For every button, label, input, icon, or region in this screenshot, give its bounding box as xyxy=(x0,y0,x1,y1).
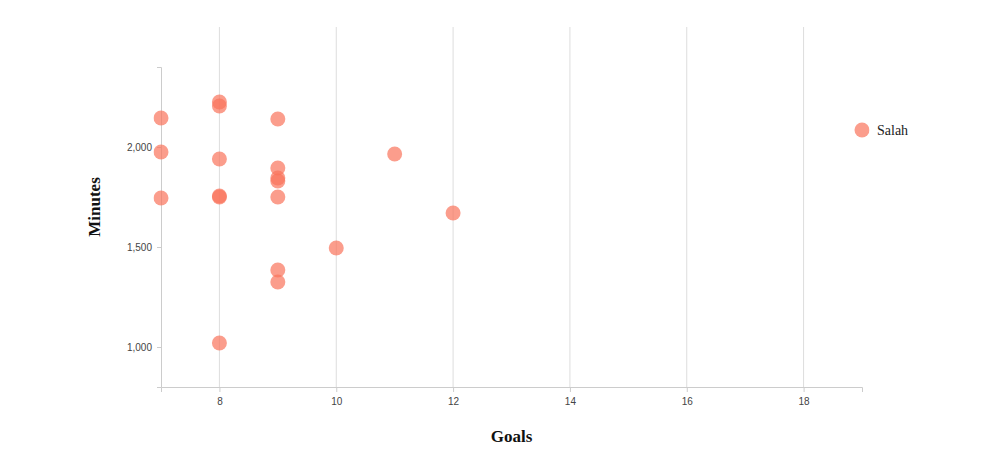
point xyxy=(270,275,285,290)
x-tick-label: 14 xyxy=(565,396,577,407)
x-tick-label: 10 xyxy=(331,396,343,407)
chart: 8 10 12 14 16 18 1,000 1,500 2,000 Salah Goals Minu… xyxy=(0,0,1008,473)
y-tick: 1,500 xyxy=(127,242,161,253)
point xyxy=(329,241,344,256)
x-tick-mark xyxy=(570,387,571,392)
x-tick: 14 xyxy=(565,387,577,407)
points xyxy=(154,95,870,351)
y-tick-label: 1,500 xyxy=(127,242,152,253)
point xyxy=(855,123,870,138)
y-tick-label: 1,000 xyxy=(127,342,152,353)
grid xyxy=(219,27,803,387)
point xyxy=(387,147,402,162)
point xyxy=(212,336,227,351)
x-tick: 8 xyxy=(217,387,223,407)
grid-line xyxy=(686,27,687,387)
point xyxy=(154,111,169,126)
annotation: Salah xyxy=(877,123,908,138)
point xyxy=(212,190,227,205)
x-axis-title: Goals xyxy=(491,427,533,446)
point xyxy=(212,189,227,204)
x-tick: 10 xyxy=(331,387,343,407)
x-tick-label: 16 xyxy=(682,396,694,407)
x-tick-label: 8 xyxy=(217,396,223,407)
x-tick: 18 xyxy=(799,387,811,407)
x-axis-line xyxy=(162,388,863,393)
grid-line xyxy=(803,27,804,387)
point xyxy=(446,206,461,221)
x-tick-mark xyxy=(804,387,805,392)
grid-line xyxy=(569,27,570,387)
x-axis: 8 10 12 14 16 18 xyxy=(162,387,863,407)
y-tick-mark xyxy=(157,347,161,348)
y-axis-title: Minutes xyxy=(85,177,104,237)
x-tick-mark xyxy=(453,387,454,392)
point xyxy=(154,191,169,206)
point xyxy=(212,99,227,114)
x-tick-mark xyxy=(336,387,337,392)
point xyxy=(212,152,227,167)
point xyxy=(270,112,285,127)
plot: 8 10 12 14 16 18 1,000 1,500 2,000 Salah xyxy=(127,27,908,407)
point xyxy=(270,190,285,205)
point xyxy=(154,145,169,160)
x-tick-label: 18 xyxy=(799,396,811,407)
x-tick-label: 12 xyxy=(448,396,460,407)
y-tick-mark xyxy=(157,247,161,248)
x-tick: 12 xyxy=(448,387,460,407)
point xyxy=(270,174,285,189)
x-tick: 16 xyxy=(682,387,694,407)
x-tick-mark xyxy=(687,387,688,392)
grid-line xyxy=(336,27,337,387)
y-tick-label: 2,000 xyxy=(127,142,152,153)
grid-line xyxy=(219,27,220,387)
y-tick: 1,000 xyxy=(127,342,161,353)
x-tick-mark xyxy=(219,387,220,392)
